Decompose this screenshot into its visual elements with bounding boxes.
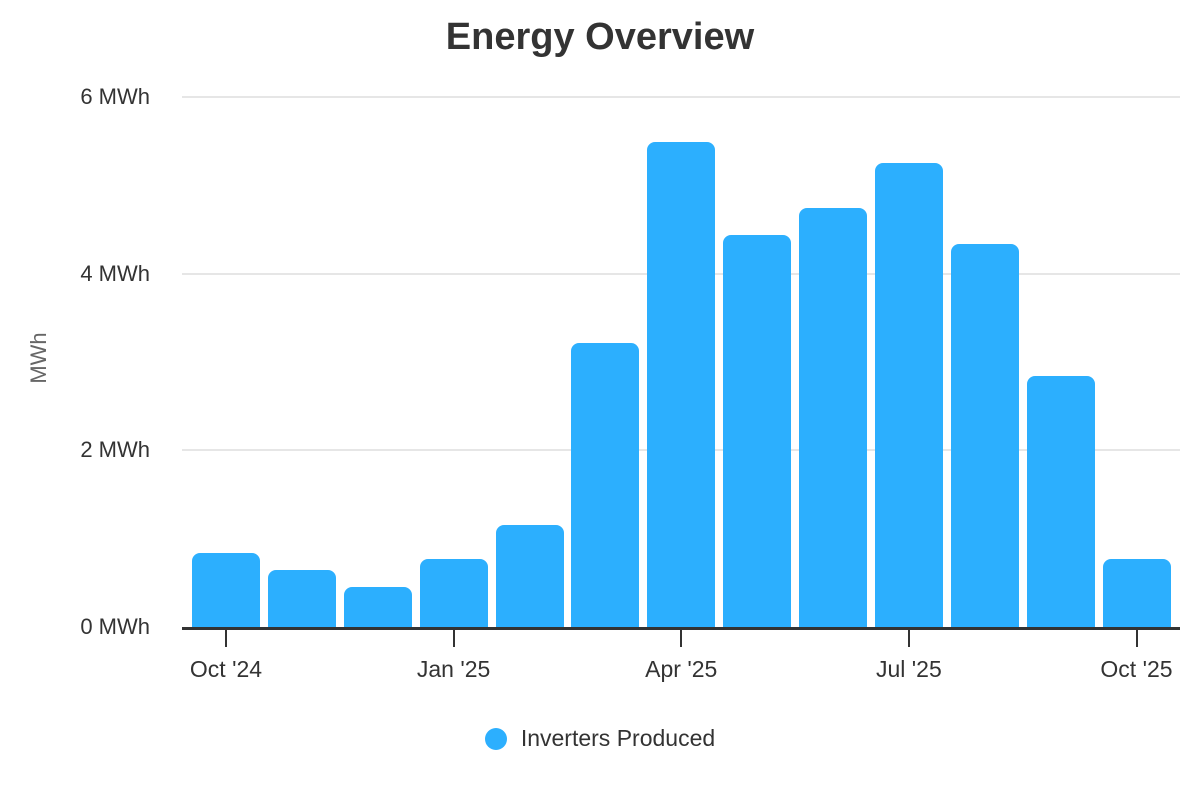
bar-sep-25[interactable] xyxy=(1026,376,1095,627)
x-axis-tick xyxy=(452,630,455,647)
x-axis-tick xyxy=(907,630,910,647)
x-axis-tick-label: Jan '25 xyxy=(416,656,491,682)
x-axis-tick-label: Apr '25 xyxy=(645,656,718,682)
bar-oct-24[interactable] xyxy=(192,552,260,627)
bar-jun-25[interactable] xyxy=(799,208,867,627)
y-axis-title: MWh xyxy=(26,332,51,384)
bar-nov-24[interactable] xyxy=(267,569,336,627)
x-axis-tick-label: Oct '25 xyxy=(1100,656,1173,682)
bar-apr-25[interactable] xyxy=(647,142,716,627)
x-axis-tick xyxy=(225,630,227,647)
chart-title: Energy Overview xyxy=(445,16,755,58)
y-axis-tick-label: 6 MWh xyxy=(80,84,150,110)
y-axis-tick-label: 4 MWh xyxy=(80,260,150,286)
legend: Inverters Produced xyxy=(0,725,1200,752)
bar-aug-25[interactable] xyxy=(950,243,1019,627)
legend-item-inverters-produced[interactable]: Inverters Produced xyxy=(484,725,716,752)
bar-jan-25[interactable] xyxy=(419,559,488,627)
x-axis-tick xyxy=(1135,630,1138,647)
bar-dec-24[interactable] xyxy=(343,587,412,627)
bar-oct-25[interactable] xyxy=(1102,559,1171,627)
bar-mar-25[interactable] xyxy=(571,342,640,627)
x-axis-tick-label: Oct '24 xyxy=(189,656,263,682)
y-axis-tick-label: 0 MWh xyxy=(80,614,150,639)
x-axis-tick-label: Jul '25 xyxy=(875,656,942,682)
x-axis-line xyxy=(182,627,1180,630)
legend-series-label: Inverters Produced xyxy=(520,725,716,751)
gridline-6-mwh xyxy=(182,96,1180,99)
y-axis-tick-label: 2 MWh xyxy=(80,437,150,463)
bar-may-25[interactable] xyxy=(723,234,792,627)
bar-feb-25[interactable] xyxy=(495,524,564,627)
bar-jul-25[interactable] xyxy=(874,162,943,627)
x-axis-tick xyxy=(680,630,683,647)
legend-series-marker-icon xyxy=(484,727,507,750)
